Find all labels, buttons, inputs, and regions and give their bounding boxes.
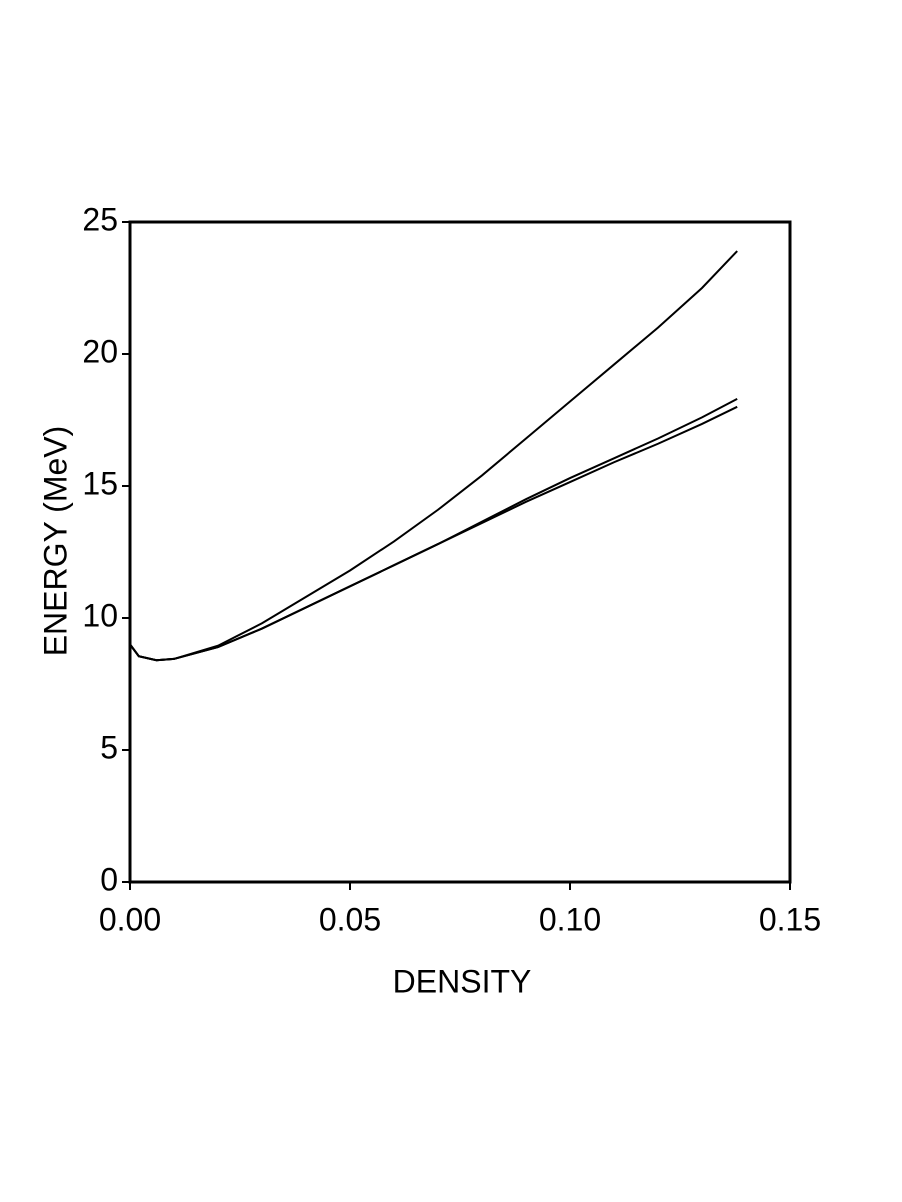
series-line <box>129 405 738 662</box>
series-line <box>129 250 738 662</box>
x-tick-label: 0.05 <box>319 901 381 937</box>
y-tick-label: 0 <box>100 861 118 897</box>
x-tick-label: 0.00 <box>99 901 161 937</box>
y-tick-label: 25 <box>82 201 118 237</box>
y-tick-label: 20 <box>82 333 118 369</box>
series-line <box>129 397 738 662</box>
y-tick-label: 15 <box>82 465 118 501</box>
y-axis-title: ENERGY (MeV) <box>37 426 73 657</box>
x-axis-title: DENSITY <box>393 963 532 999</box>
plot-frame <box>128 220 792 884</box>
y-tick-label: 10 <box>82 597 118 633</box>
x-tick-label: 0.15 <box>759 901 821 937</box>
y-tick-label: 5 <box>100 729 118 765</box>
x-tick-label: 0.10 <box>539 901 601 937</box>
